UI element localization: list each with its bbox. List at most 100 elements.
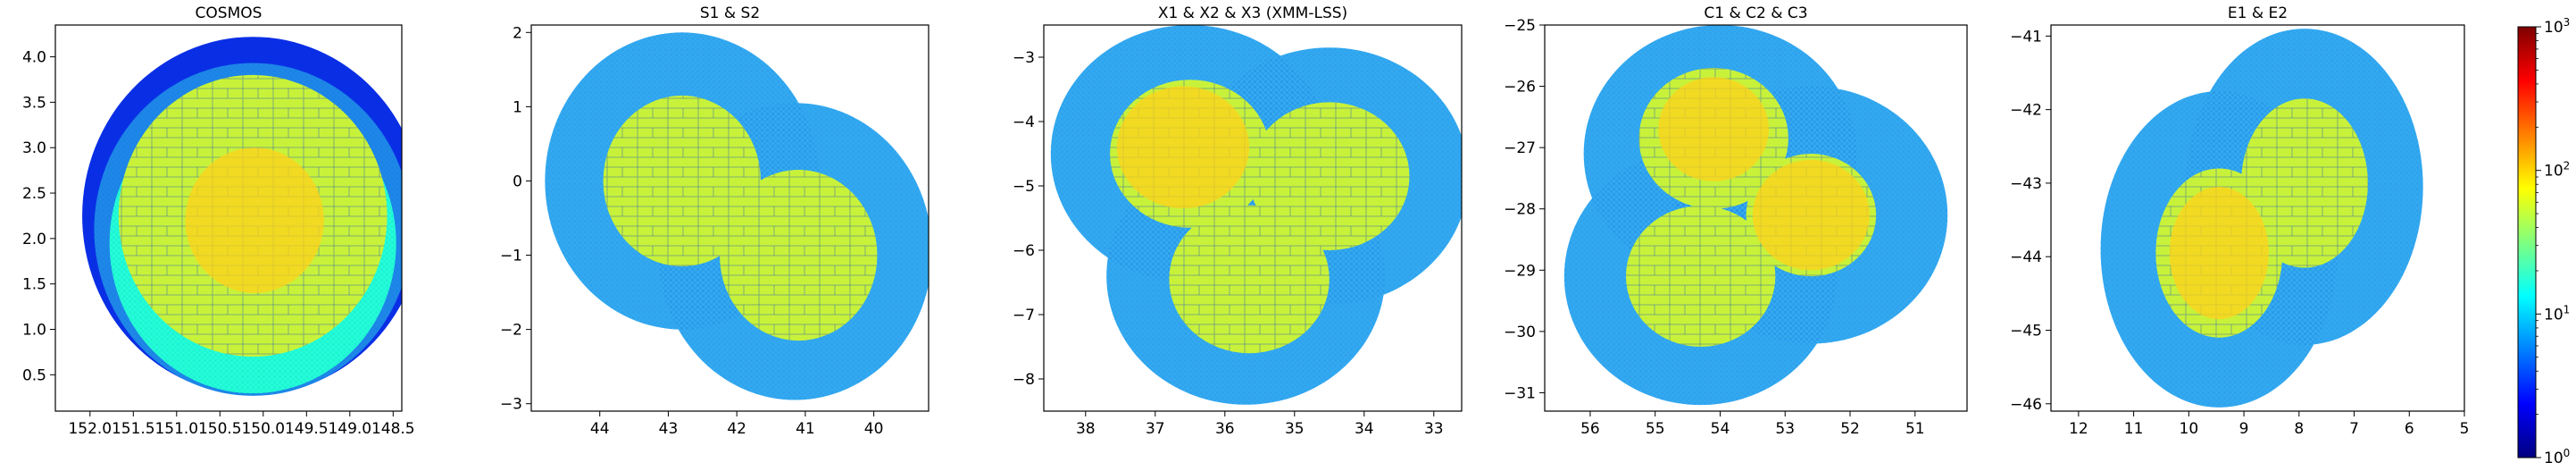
- x-tick-label: 11: [2124, 420, 2144, 438]
- x-tick-label: 53: [1775, 420, 1795, 438]
- y-tick-label: −31: [1504, 384, 1536, 402]
- y-tick-label: −42: [2010, 102, 2042, 120]
- x-tick-label: 54: [1711, 420, 1730, 438]
- panel-title: S1 & S2: [700, 4, 760, 22]
- colorbar-gradient: [2517, 26, 2537, 458]
- panel-3: X1 & X2 & X3 (XMM-LSS) 38 37 36 35 34 33 −8 −7 −6…: [1013, 4, 1463, 438]
- x-tick-label: 43: [659, 420, 679, 438]
- x-tick-label: 149.5: [285, 420, 329, 438]
- x-tick-label: 52: [1840, 420, 1860, 438]
- y-tick-label: −43: [2010, 175, 2042, 193]
- y-tick-label: −6: [1013, 242, 1035, 260]
- y-tick-label: −2: [500, 322, 522, 340]
- axes-frame: [54, 24, 403, 412]
- x-tick-label: 34: [1355, 420, 1374, 438]
- x-tick-label: 152.0: [68, 420, 112, 438]
- y-tick-label: −44: [2010, 248, 2042, 266]
- axes-frame: [1544, 24, 1968, 412]
- panel-5: E1 & E2 12 11 10 9 8 7 6 5 −46 −45 −44 −43 −42 −41: [2010, 4, 2469, 438]
- heatmap-area: [545, 32, 929, 400]
- ultradeep-region: [1752, 159, 1870, 271]
- x-tick-label: 36: [1215, 420, 1235, 438]
- colorbar-tick-label: 102: [2544, 160, 2570, 181]
- y-tick-label: −29: [1504, 262, 1536, 280]
- deep-tiles: [1249, 102, 1410, 250]
- x-tick-label: 10: [2180, 420, 2199, 438]
- y-tick-label: 2.5: [22, 185, 46, 203]
- y-tick-label: −46: [2010, 396, 2042, 414]
- y-tick-label: 0: [513, 172, 522, 190]
- panel-4: C1 & C2 & C3 56 55 54 53 52 51 −31 −30 −29 −28 −27 −…: [1504, 4, 1968, 438]
- axes-frame: [530, 24, 930, 412]
- heatmap-area: [1563, 25, 1948, 406]
- panel-2: S1 & S2 44 43 42 41 40 −3 −2 −1 0 1 2: [500, 4, 930, 438]
- x-tick-label: 55: [1646, 420, 1665, 438]
- x-tick-label: 9: [2239, 420, 2249, 438]
- x-tick-label: 42: [727, 420, 746, 438]
- y-tick-label: 3.5: [22, 94, 46, 112]
- x-tick-label: 5: [2460, 420, 2470, 438]
- x-tick-label: 7: [2349, 420, 2359, 438]
- deep-tiles: [603, 95, 762, 267]
- y-tick-label: −5: [1013, 178, 1035, 196]
- ultradeep-region: [1116, 86, 1250, 209]
- panel-title: C1 & C2 & C3: [1704, 4, 1807, 22]
- y-tick-label: −26: [1504, 79, 1536, 97]
- y-tick-label: −41: [2010, 28, 2042, 46]
- x-tick-label: 6: [2405, 420, 2414, 438]
- colorbar-tick-label: 103: [2544, 16, 2570, 37]
- y-tick-label: −3: [1013, 49, 1035, 67]
- panel-title: X1 & X2 & X3 (XMM-LSS): [1158, 4, 1347, 22]
- panel-title: E1 & E2: [2228, 4, 2288, 22]
- x-tick-label: 12: [2069, 420, 2088, 438]
- y-tick-label: 2: [513, 24, 522, 42]
- ultradeep-region: [185, 147, 324, 293]
- colorbar-tick-label: 101: [2544, 303, 2570, 324]
- y-tick-label: 4.0: [22, 49, 46, 67]
- x-tick-label: 148.5: [371, 420, 415, 438]
- y-tick-label: −3: [500, 396, 522, 414]
- ultradeep-region: [2169, 187, 2269, 320]
- y-tick-label: 0.5: [22, 366, 46, 384]
- deep-tiles: [1625, 206, 1776, 347]
- x-tick-label: 44: [590, 420, 610, 438]
- y-tick-label: −1: [500, 248, 522, 265]
- panel-1: COSMOS 152.0 151.5 151.0 150.5 150.0 149.5 149.…: [22, 4, 415, 438]
- y-tick-label: 2.0: [22, 231, 46, 248]
- x-tick-label: 35: [1285, 420, 1305, 438]
- y-tick-label: −7: [1013, 307, 1035, 324]
- y-tick-label: −27: [1504, 139, 1536, 157]
- axes-frame: [2050, 24, 2465, 412]
- y-tick-label: 1: [513, 98, 522, 116]
- x-tick-label: 51: [1905, 420, 1925, 438]
- x-tick-label: 150.0: [241, 420, 285, 438]
- x-tick-label: 56: [1580, 420, 1600, 438]
- x-tick-label: 41: [796, 420, 815, 438]
- y-tick-label: −8: [1013, 371, 1035, 389]
- heatmap-area: [1050, 25, 1462, 405]
- panel-title: COSMOS: [196, 4, 263, 22]
- x-tick-label: 40: [864, 420, 884, 438]
- x-tick-label: 37: [1146, 420, 1165, 438]
- y-tick-label: 1.0: [22, 322, 46, 340]
- y-tick-label: −30: [1504, 324, 1536, 341]
- deep-tiles: [719, 170, 878, 341]
- x-tick-label: 149.0: [328, 420, 371, 438]
- x-tick-label: 150.5: [198, 420, 242, 438]
- y-tick-label: 3.0: [22, 139, 46, 157]
- deep-tiles: [1169, 205, 1330, 354]
- x-tick-label: 33: [1424, 420, 1444, 438]
- y-tick-label: 1.5: [22, 276, 46, 294]
- ultradeep-region: [1658, 77, 1770, 181]
- x-tick-label: 38: [1076, 420, 1096, 438]
- axes-frame: [1043, 24, 1463, 412]
- y-tick-label: −4: [1013, 114, 1035, 131]
- x-tick-label: 151.5: [112, 420, 155, 438]
- x-tick-label: 151.0: [154, 420, 198, 438]
- heatmap-area: [2100, 29, 2423, 408]
- y-tick-label: −25: [1504, 17, 1536, 35]
- y-tick-label: −45: [2010, 322, 2042, 340]
- x-tick-label: 8: [2294, 420, 2304, 438]
- heatmap-area: [82, 37, 402, 396]
